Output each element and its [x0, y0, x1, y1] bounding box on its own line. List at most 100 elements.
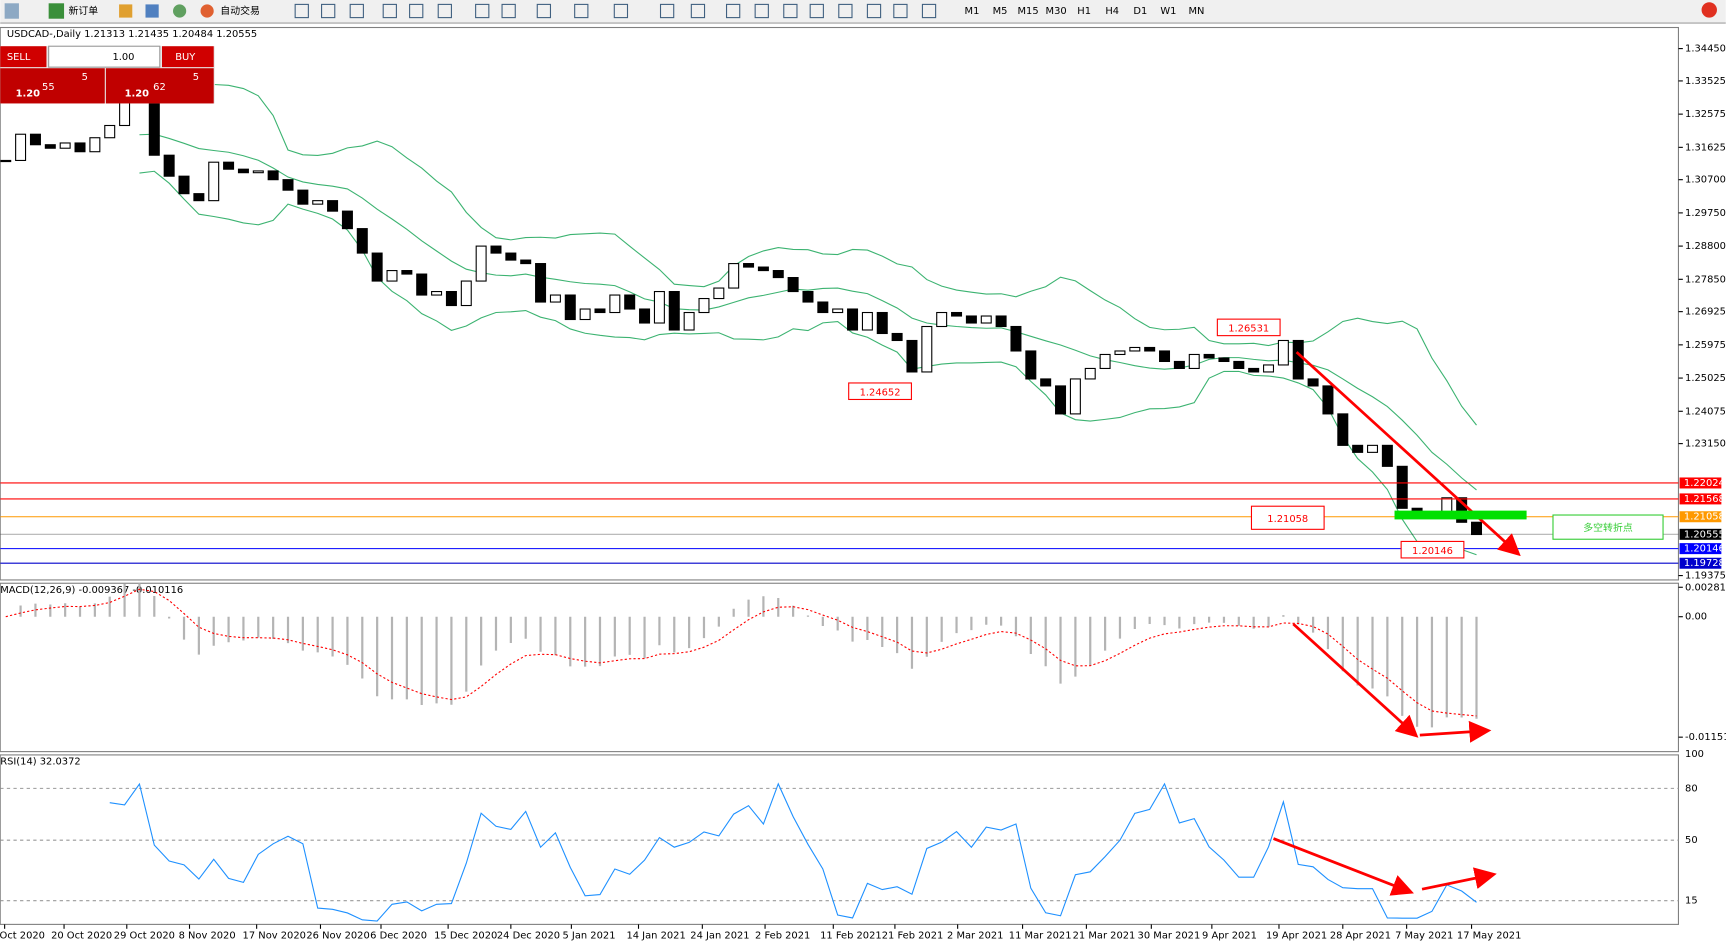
new-order[interactable]: 新订单: [68, 4, 98, 17]
candle-body: [1173, 360, 1185, 370]
x-tick-label: 7 May 2021: [1395, 930, 1453, 941]
y-tick-label: 1.27850: [1685, 274, 1726, 285]
sell-price-box[interactable]: [0, 68, 105, 104]
buy-price-box[interactable]: [105, 68, 214, 104]
y-tick-label: 1.19375: [1685, 571, 1726, 582]
candle-body: [1352, 444, 1364, 453]
icon[interactable]: [173, 4, 187, 18]
tool-icon[interactable]: [725, 3, 741, 19]
tool-icon[interactable]: [294, 3, 309, 19]
candle-body: [1337, 413, 1349, 446]
candle-body: [148, 98, 160, 156]
x-tick-label: 5 Jan 2021: [562, 930, 615, 941]
x-tick-label: 19 Apr 2021: [1266, 930, 1327, 941]
tool-icon[interactable]: [754, 3, 769, 19]
icon[interactable]: [119, 4, 133, 18]
tool-icon[interactable]: [409, 3, 424, 19]
candle-body: [401, 270, 413, 275]
buy-label[interactable]: BUY: [175, 52, 196, 63]
candle-body: [252, 170, 264, 174]
tool-icon[interactable]: [659, 3, 675, 19]
candle-body: [505, 252, 517, 261]
tool-icon[interactable]: [437, 3, 452, 19]
y-tick-label: 1.26925: [1685, 307, 1726, 318]
price-big: 1.20: [125, 89, 150, 100]
candle-body: [223, 161, 235, 170]
buy-button[interactable]: [162, 46, 214, 68]
tool-icon[interactable]: [690, 3, 706, 19]
tool-icon[interactable]: [321, 3, 336, 19]
tool-icon[interactable]: [838, 3, 853, 19]
annotation-box: [1400, 540, 1465, 559]
candle-body: [460, 280, 472, 307]
auto-trading[interactable]: 自动交易: [220, 4, 260, 17]
sell-button[interactable]: [0, 46, 47, 68]
tool-icon[interactable]: [536, 3, 552, 19]
candle-body: [341, 210, 353, 230]
candle-body: [1263, 364, 1275, 373]
tool-icon[interactable]: [893, 3, 908, 19]
tool-icon[interactable]: [613, 3, 629, 19]
tool-icon[interactable]: [921, 3, 937, 19]
new-order-icon[interactable]: [48, 3, 65, 19]
y-tick-label: 80: [1685, 783, 1698, 794]
candle-body: [431, 290, 443, 296]
annotation: 1.26531: [1228, 323, 1269, 334]
tool-icon[interactable]: [574, 3, 589, 19]
timeframe-button[interactable]: M5: [993, 6, 1008, 17]
rsi-line: [109, 782, 1477, 922]
candle-body: [1114, 350, 1126, 356]
x-tick-label: 26 Nov 2020: [306, 930, 369, 941]
candle-body: [1025, 350, 1037, 380]
icon[interactable]: [145, 4, 159, 18]
lots-input[interactable]: [48, 45, 161, 68]
timeframe-button[interactable]: M30: [1046, 6, 1067, 17]
candle-body: [29, 133, 41, 146]
timeframe-button[interactable]: M1: [965, 6, 980, 17]
candle-body: [1010, 325, 1022, 352]
timeframe-button[interactable]: W1: [1160, 6, 1176, 17]
candle-body: [936, 311, 948, 328]
y-tick-label: 1.24075: [1685, 406, 1726, 417]
tool-icon[interactable]: [866, 3, 882, 19]
candle-body: [921, 325, 933, 373]
x-tick-label: 9 Apr 2021: [1202, 930, 1257, 941]
timeframe-button[interactable]: H1: [1077, 6, 1091, 17]
lots[interactable]: 1.00: [112, 52, 134, 63]
y-tick-label: 1.25025: [1685, 373, 1726, 384]
candle-body: [208, 161, 220, 202]
x-tick-label: 11 Feb 2021: [820, 930, 882, 941]
tool-icon[interactable]: [501, 3, 516, 19]
timeframe-button[interactable]: D1: [1133, 6, 1147, 17]
timeframe-button[interactable]: M15: [1018, 6, 1039, 17]
candle-body: [535, 263, 547, 303]
timeframe-button[interactable]: H4: [1105, 6, 1119, 17]
x-tick-label: Oct 2020: [0, 930, 45, 941]
y-tick-label: 1.29750: [1685, 208, 1726, 219]
tool-icon[interactable]: [475, 3, 490, 19]
tool-icon[interactable]: [783, 3, 798, 19]
tool-icon[interactable]: [809, 3, 824, 19]
tool-icon[interactable]: [382, 3, 397, 19]
candle-body: [1203, 353, 1215, 359]
auto-trading-icon[interactable]: [200, 4, 214, 18]
candle-body: [193, 193, 205, 202]
sell-label[interactable]: SELL: [7, 52, 31, 63]
candle-body: [312, 200, 324, 205]
candle-body: [624, 294, 636, 310]
candle-body: [1084, 367, 1096, 380]
timeframe-button[interactable]: MN: [1188, 6, 1204, 17]
trade-panel: SELL 1.00 BUY 1.20 55 5 1.20 62 5: [0, 45, 215, 104]
price-pips: 62: [153, 82, 166, 93]
tool-icon[interactable]: [349, 3, 364, 19]
y-tick-label: 1.30700: [1685, 175, 1726, 186]
icon[interactable]: [4, 3, 19, 19]
price-fraction: 5: [193, 72, 199, 83]
candle-body: [876, 311, 888, 335]
candle-body: [356, 228, 368, 254]
alert-icon[interactable]: [1701, 2, 1717, 18]
candle-body: [1055, 385, 1067, 415]
candle-body: [1456, 497, 1468, 523]
candle-body: [1367, 444, 1379, 453]
